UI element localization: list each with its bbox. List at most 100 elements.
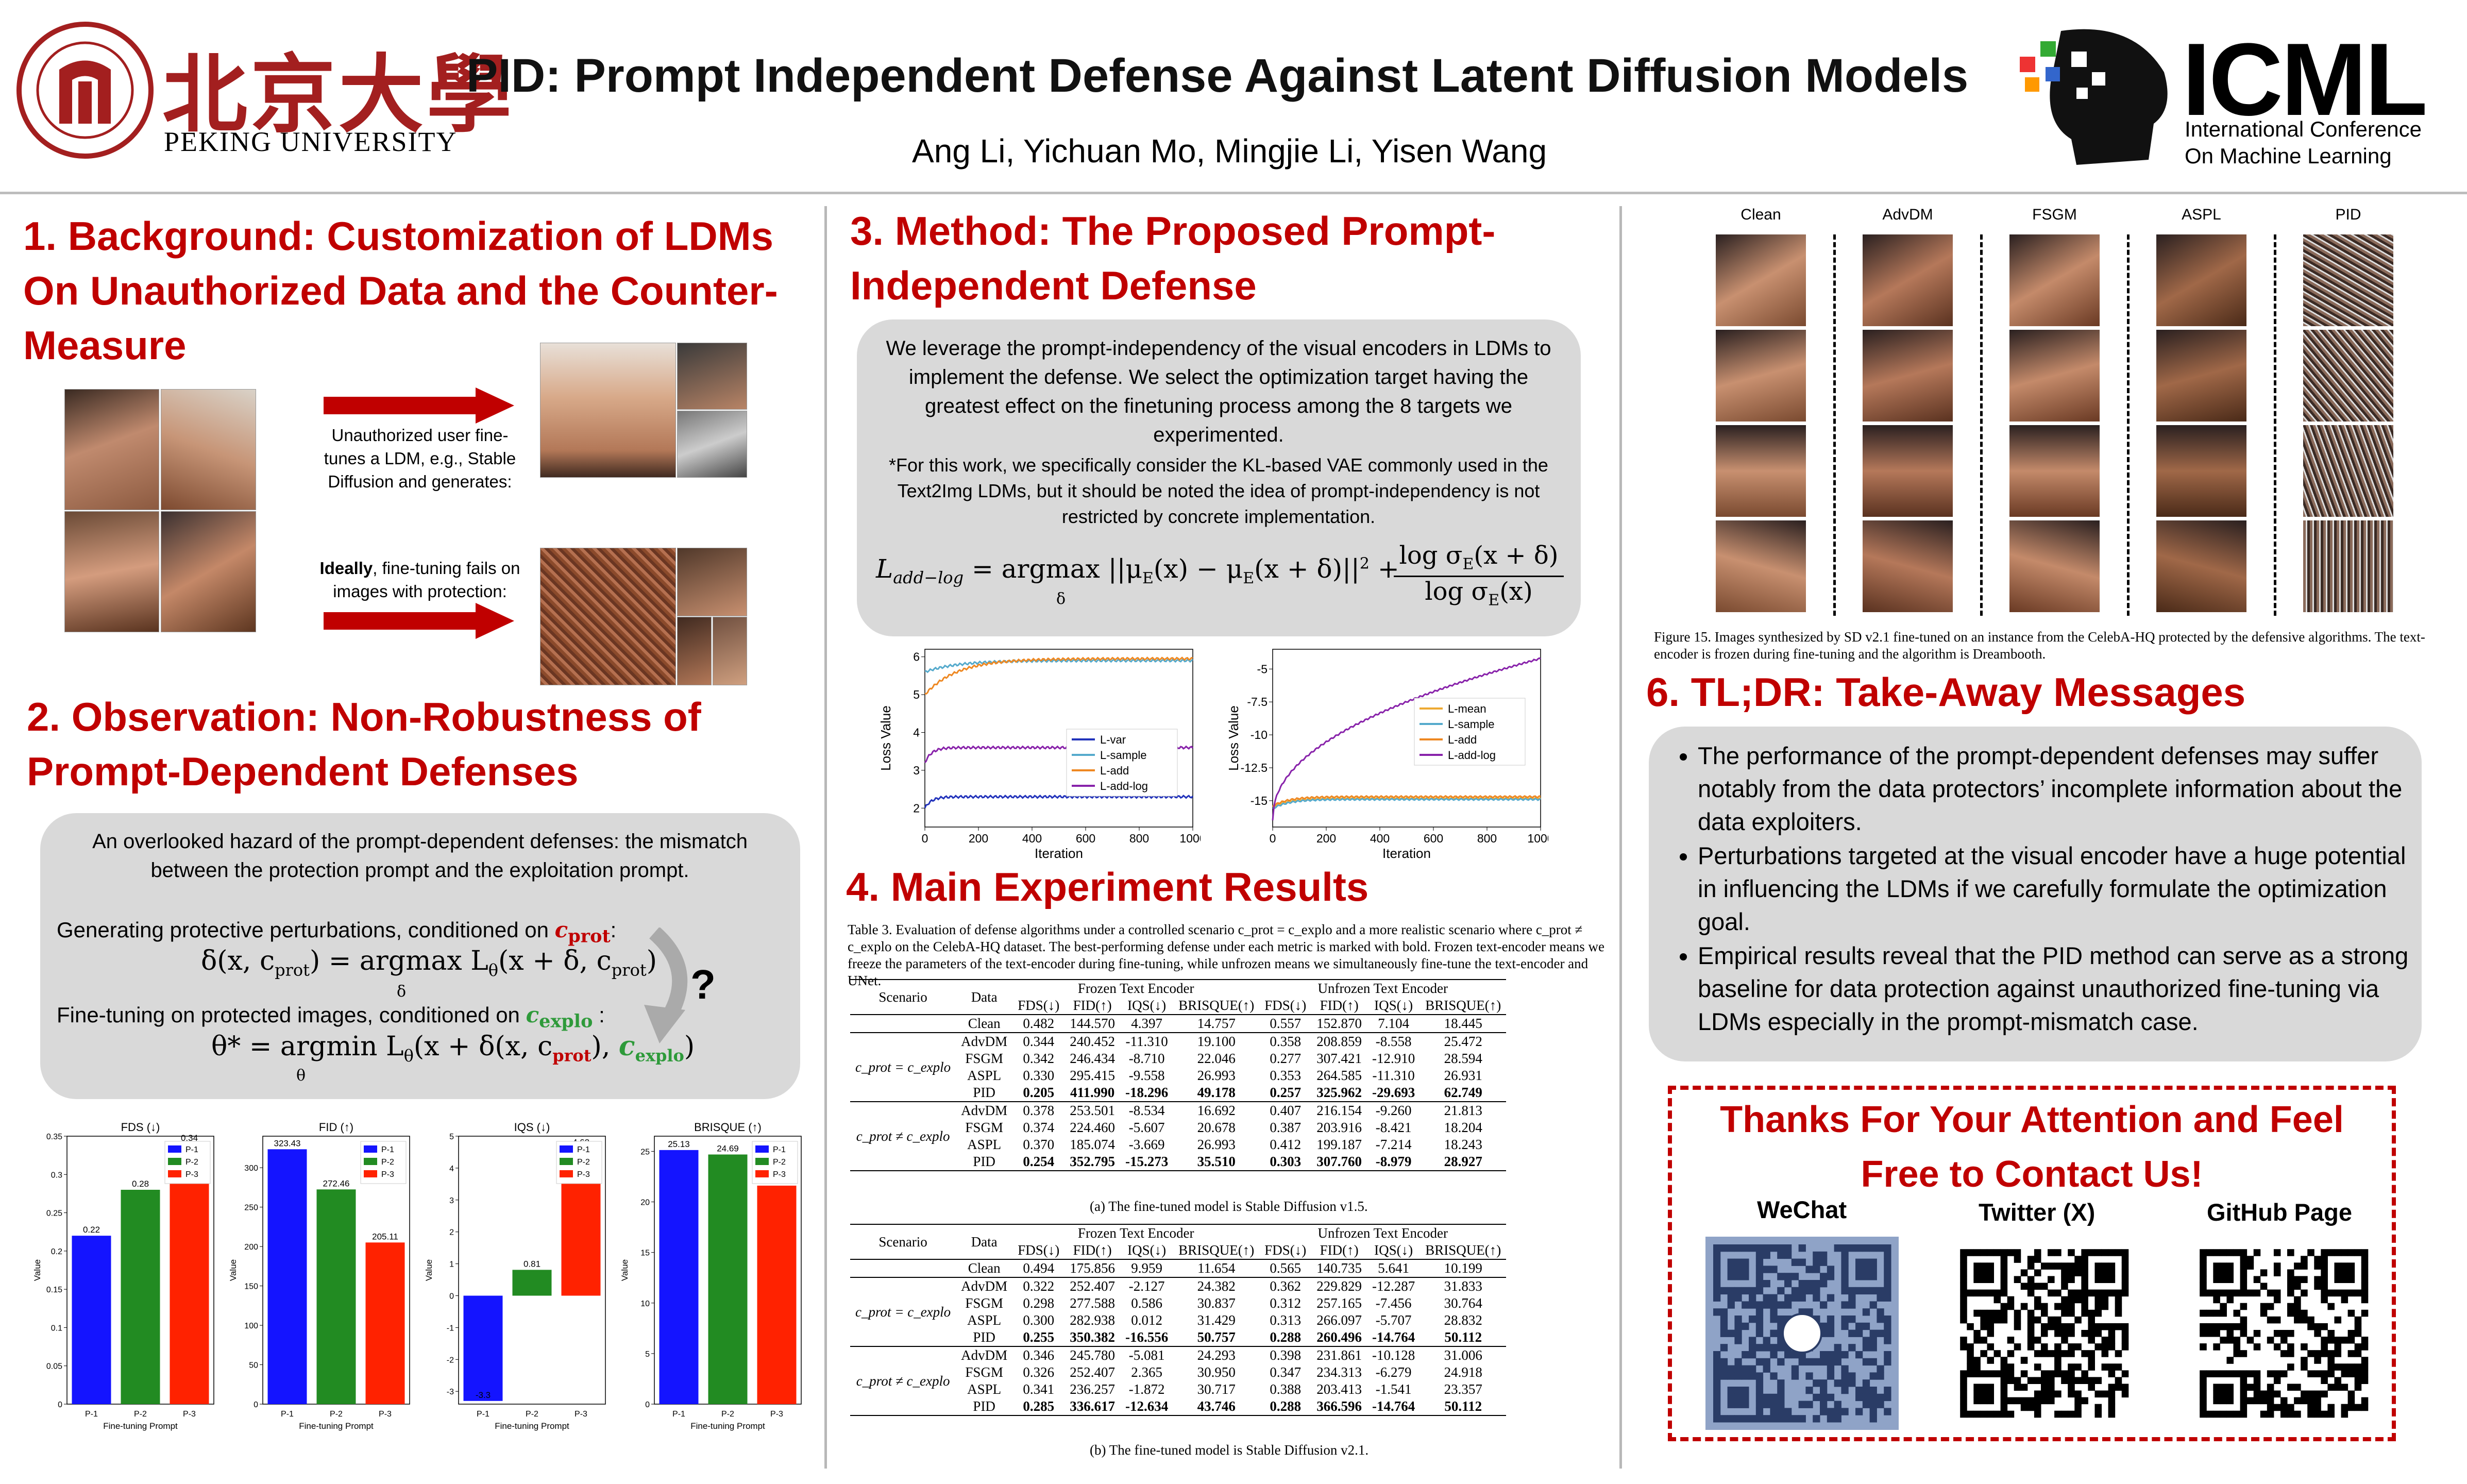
figure-column-label: PID bbox=[2335, 206, 2361, 223]
th-metric: FID(↑) bbox=[1320, 998, 1359, 1013]
qr-module bbox=[2094, 1377, 2102, 1384]
qr-module bbox=[2115, 1384, 2122, 1391]
y-tick-label: -7.5 bbox=[1247, 695, 1268, 709]
qr-module bbox=[1777, 1273, 1785, 1280]
table-row-neq: ASPL 0.341 236.257 -1.872 30.717 0.388 203.413… bbox=[850, 1381, 1506, 1398]
table-row-eq: PID 0.255 350.382 -16.556 50.757 0.288 260.496… bbox=[850, 1329, 1507, 1346]
qr-module bbox=[2287, 1249, 2294, 1256]
qr-module bbox=[2220, 1370, 2227, 1377]
qr-module bbox=[1763, 1344, 1770, 1352]
qr-module bbox=[1884, 1251, 1891, 1259]
bar-chart-iqs: IQS (↓)-3-2-1012345Value-3.3P-10.81P-24.… bbox=[423, 1116, 613, 1435]
qr-module bbox=[1841, 1316, 1849, 1323]
qr-module bbox=[1869, 1372, 1877, 1380]
qr-module bbox=[2121, 1323, 2129, 1330]
qr-module bbox=[1763, 1393, 1770, 1402]
qr-module bbox=[2061, 1410, 2068, 1418]
figure-dashed-divider bbox=[2127, 234, 2130, 616]
qr-module bbox=[2226, 1269, 2234, 1276]
qr-module bbox=[1980, 1370, 1987, 1377]
qr-module bbox=[2108, 1390, 2116, 1398]
qr-module bbox=[2040, 1323, 2048, 1330]
qr-module bbox=[1973, 1337, 1981, 1344]
x-tick-label: 0 bbox=[922, 832, 928, 845]
qr-module bbox=[2040, 1350, 2048, 1357]
th-metric: BRISQUE(↑) bbox=[1178, 1242, 1255, 1258]
github-qr[interactable] bbox=[2192, 1242, 2375, 1425]
qr-module bbox=[2027, 1397, 2035, 1405]
qr-module bbox=[2108, 1276, 2116, 1284]
table-cell: 30.950 bbox=[1197, 1364, 1236, 1380]
qr-module bbox=[2101, 1289, 2109, 1297]
figure-caption: Figure 15. Images synthesized by SD v2.1… bbox=[1654, 629, 2425, 662]
y-tick-label: 0.05 bbox=[46, 1362, 62, 1371]
qr-module bbox=[1755, 1301, 1764, 1309]
qr-module bbox=[2081, 1283, 2088, 1290]
bar-value-label: 205.11 bbox=[372, 1232, 398, 1241]
qr-module bbox=[1805, 1358, 1813, 1366]
qr-module bbox=[2220, 1262, 2227, 1270]
qr-module bbox=[2061, 1323, 2068, 1330]
qr-module bbox=[2054, 1289, 2062, 1297]
qr-module bbox=[1749, 1351, 1756, 1359]
table-row-eq: FSGM 0.342 246.434 -8.710 22.046 0.277 307.421… bbox=[850, 1050, 1506, 1067]
qr-module bbox=[2101, 1303, 2109, 1310]
table-cell: -15.273 bbox=[1125, 1154, 1169, 1169]
y-tick-label: -10 bbox=[1251, 728, 1268, 741]
th-scenario: Scenario bbox=[878, 1234, 927, 1250]
twitter-qr[interactable] bbox=[1953, 1242, 2136, 1425]
qr-module bbox=[1713, 1387, 1721, 1394]
qr-module bbox=[1827, 1316, 1835, 1323]
pku-chinese-name: 北京大學 bbox=[162, 44, 515, 144]
bar-chart-brisque: BRISQUE (↑) 0 5 10 15 20 25 Value 25.13 P-1 24.69 P… bbox=[618, 1116, 809, 1435]
qr-module bbox=[1987, 1390, 1995, 1398]
qr-module bbox=[1827, 1266, 1835, 1273]
qr-module bbox=[1755, 1387, 1764, 1394]
qr-module bbox=[1841, 1372, 1849, 1380]
qr-module bbox=[2081, 1309, 2088, 1317]
qr-module bbox=[2314, 1256, 2321, 1263]
qr-module bbox=[1727, 1244, 1735, 1252]
qr-module bbox=[1973, 1397, 1981, 1405]
legend-label: P-1 bbox=[577, 1145, 590, 1154]
qr-module bbox=[1967, 1363, 1974, 1371]
qr-module bbox=[1862, 1393, 1870, 1402]
qr-module bbox=[2314, 1323, 2321, 1330]
qr-module bbox=[2094, 1390, 2102, 1398]
qr-module bbox=[2074, 1404, 2082, 1411]
qr-module bbox=[1713, 1365, 1721, 1373]
table-cell: 26.993 bbox=[1197, 1137, 1236, 1152]
figure-face-pid bbox=[2303, 520, 2393, 612]
qr-module bbox=[2354, 1370, 2362, 1377]
qr-module bbox=[2321, 1323, 2328, 1330]
table-cell: 336.617 bbox=[1070, 1398, 1115, 1414]
table-cell: 0.412 bbox=[1270, 1137, 1302, 1152]
qr-module bbox=[2007, 1296, 2015, 1304]
qr-module bbox=[1755, 1280, 1764, 1288]
x-axis-label: Fine-tuning Prompt bbox=[299, 1421, 374, 1431]
bar-P-3 bbox=[170, 1143, 209, 1404]
qr-module bbox=[2074, 1390, 2082, 1398]
qr-module bbox=[2014, 1256, 2021, 1263]
table-cell: 2.365 bbox=[1131, 1364, 1162, 1380]
qr-module bbox=[2341, 1276, 2348, 1284]
wechat-qr[interactable] bbox=[1705, 1237, 1899, 1430]
qr-module bbox=[2273, 1390, 2281, 1398]
qr-module bbox=[1973, 1309, 1981, 1317]
qr-module bbox=[2115, 1289, 2122, 1297]
qr-module bbox=[1862, 1344, 1870, 1352]
table-cell: -8.534 bbox=[1128, 1103, 1165, 1118]
y-tick-label: 2 bbox=[913, 801, 920, 815]
qr-module bbox=[2040, 1283, 2048, 1290]
qr-module bbox=[2280, 1350, 2288, 1357]
qr-module bbox=[2273, 1249, 2281, 1256]
qr-module bbox=[1841, 1365, 1849, 1373]
qr-module bbox=[2088, 1309, 2095, 1317]
x-tick-label: P-1 bbox=[281, 1410, 294, 1419]
qr-module bbox=[2206, 1289, 2213, 1297]
y-tick-label: 20 bbox=[640, 1199, 650, 1207]
qr-module bbox=[2267, 1303, 2274, 1310]
qr-module bbox=[1755, 1308, 1764, 1316]
table-cell: 0.346 bbox=[1023, 1347, 1055, 1363]
qr-module bbox=[1820, 1358, 1828, 1366]
